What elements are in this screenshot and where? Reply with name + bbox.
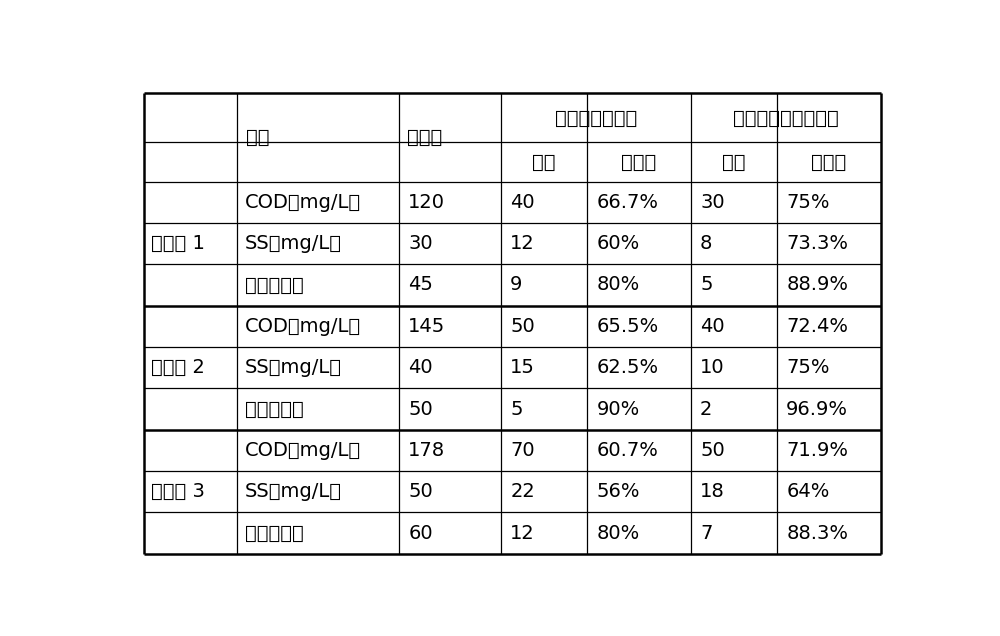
Text: COD（mg/L）: COD（mg/L）: [245, 317, 361, 336]
Text: 60%: 60%: [596, 234, 640, 253]
Text: 40: 40: [510, 193, 535, 212]
Text: 65.5%: 65.5%: [596, 317, 659, 336]
Text: 50: 50: [408, 399, 433, 418]
Text: 色度（倍）: 色度（倍）: [245, 523, 303, 543]
Text: 120: 120: [408, 193, 445, 212]
Text: 12: 12: [510, 234, 535, 253]
Text: 145: 145: [408, 317, 446, 336]
Text: 聚合硫酸铁处理: 聚合硫酸铁处理: [555, 109, 637, 127]
Text: 数值: 数值: [722, 153, 746, 172]
Text: 18: 18: [700, 482, 725, 501]
Text: 40: 40: [700, 317, 725, 336]
Text: 50: 50: [700, 441, 725, 460]
Text: SS（mg/L）: SS（mg/L）: [245, 482, 342, 501]
Text: 试验例 2: 试验例 2: [151, 358, 204, 377]
Text: 12: 12: [510, 523, 535, 543]
Text: 22: 22: [510, 482, 535, 501]
Text: 去除率: 去除率: [811, 153, 846, 172]
Text: 30: 30: [408, 234, 433, 253]
Text: 去除率: 去除率: [621, 153, 657, 172]
Text: 90%: 90%: [596, 399, 640, 418]
Text: 75%: 75%: [786, 358, 830, 377]
Text: 15: 15: [510, 358, 535, 377]
Text: 178: 178: [408, 441, 445, 460]
Text: 88.9%: 88.9%: [786, 275, 848, 294]
Text: 45: 45: [408, 275, 433, 294]
Text: 50: 50: [408, 482, 433, 501]
Text: 8: 8: [700, 234, 712, 253]
Text: 73.3%: 73.3%: [786, 234, 848, 253]
Text: SS（mg/L）: SS（mg/L）: [245, 358, 342, 377]
Text: 9: 9: [510, 275, 523, 294]
Text: 75%: 75%: [786, 193, 830, 212]
Text: 色度（倍）: 色度（倍）: [245, 399, 303, 418]
Text: 试验例 1: 试验例 1: [151, 234, 204, 253]
Text: COD（mg/L）: COD（mg/L）: [245, 441, 361, 460]
Text: 71.9%: 71.9%: [786, 441, 848, 460]
Text: 2: 2: [700, 399, 712, 418]
Text: 7: 7: [700, 523, 712, 543]
Text: 改性聚合硫酸铁处理: 改性聚合硫酸铁处理: [733, 109, 839, 127]
Text: 30: 30: [700, 193, 725, 212]
Text: 66.7%: 66.7%: [596, 193, 658, 212]
Text: 62.5%: 62.5%: [596, 358, 658, 377]
Text: 64%: 64%: [786, 482, 830, 501]
Text: SS（mg/L）: SS（mg/L）: [245, 234, 342, 253]
Text: 处理前: 处理前: [407, 128, 442, 147]
Text: 72.4%: 72.4%: [786, 317, 848, 336]
Text: 96.9%: 96.9%: [786, 399, 848, 418]
Text: 70: 70: [510, 441, 535, 460]
Text: 60: 60: [408, 523, 433, 543]
Text: 5: 5: [510, 399, 523, 418]
Text: 50: 50: [510, 317, 535, 336]
Text: 5: 5: [700, 275, 713, 294]
Text: 10: 10: [700, 358, 725, 377]
Text: 40: 40: [408, 358, 433, 377]
Text: 56%: 56%: [596, 482, 640, 501]
Text: 80%: 80%: [596, 275, 640, 294]
Text: 试验例 3: 试验例 3: [151, 482, 204, 501]
Text: 80%: 80%: [596, 523, 640, 543]
Text: 项目: 项目: [246, 128, 270, 147]
Text: COD（mg/L）: COD（mg/L）: [245, 193, 361, 212]
Text: 数值: 数值: [532, 153, 556, 172]
Text: 色度（倍）: 色度（倍）: [245, 275, 303, 294]
Text: 60.7%: 60.7%: [596, 441, 658, 460]
Text: 88.3%: 88.3%: [786, 523, 848, 543]
